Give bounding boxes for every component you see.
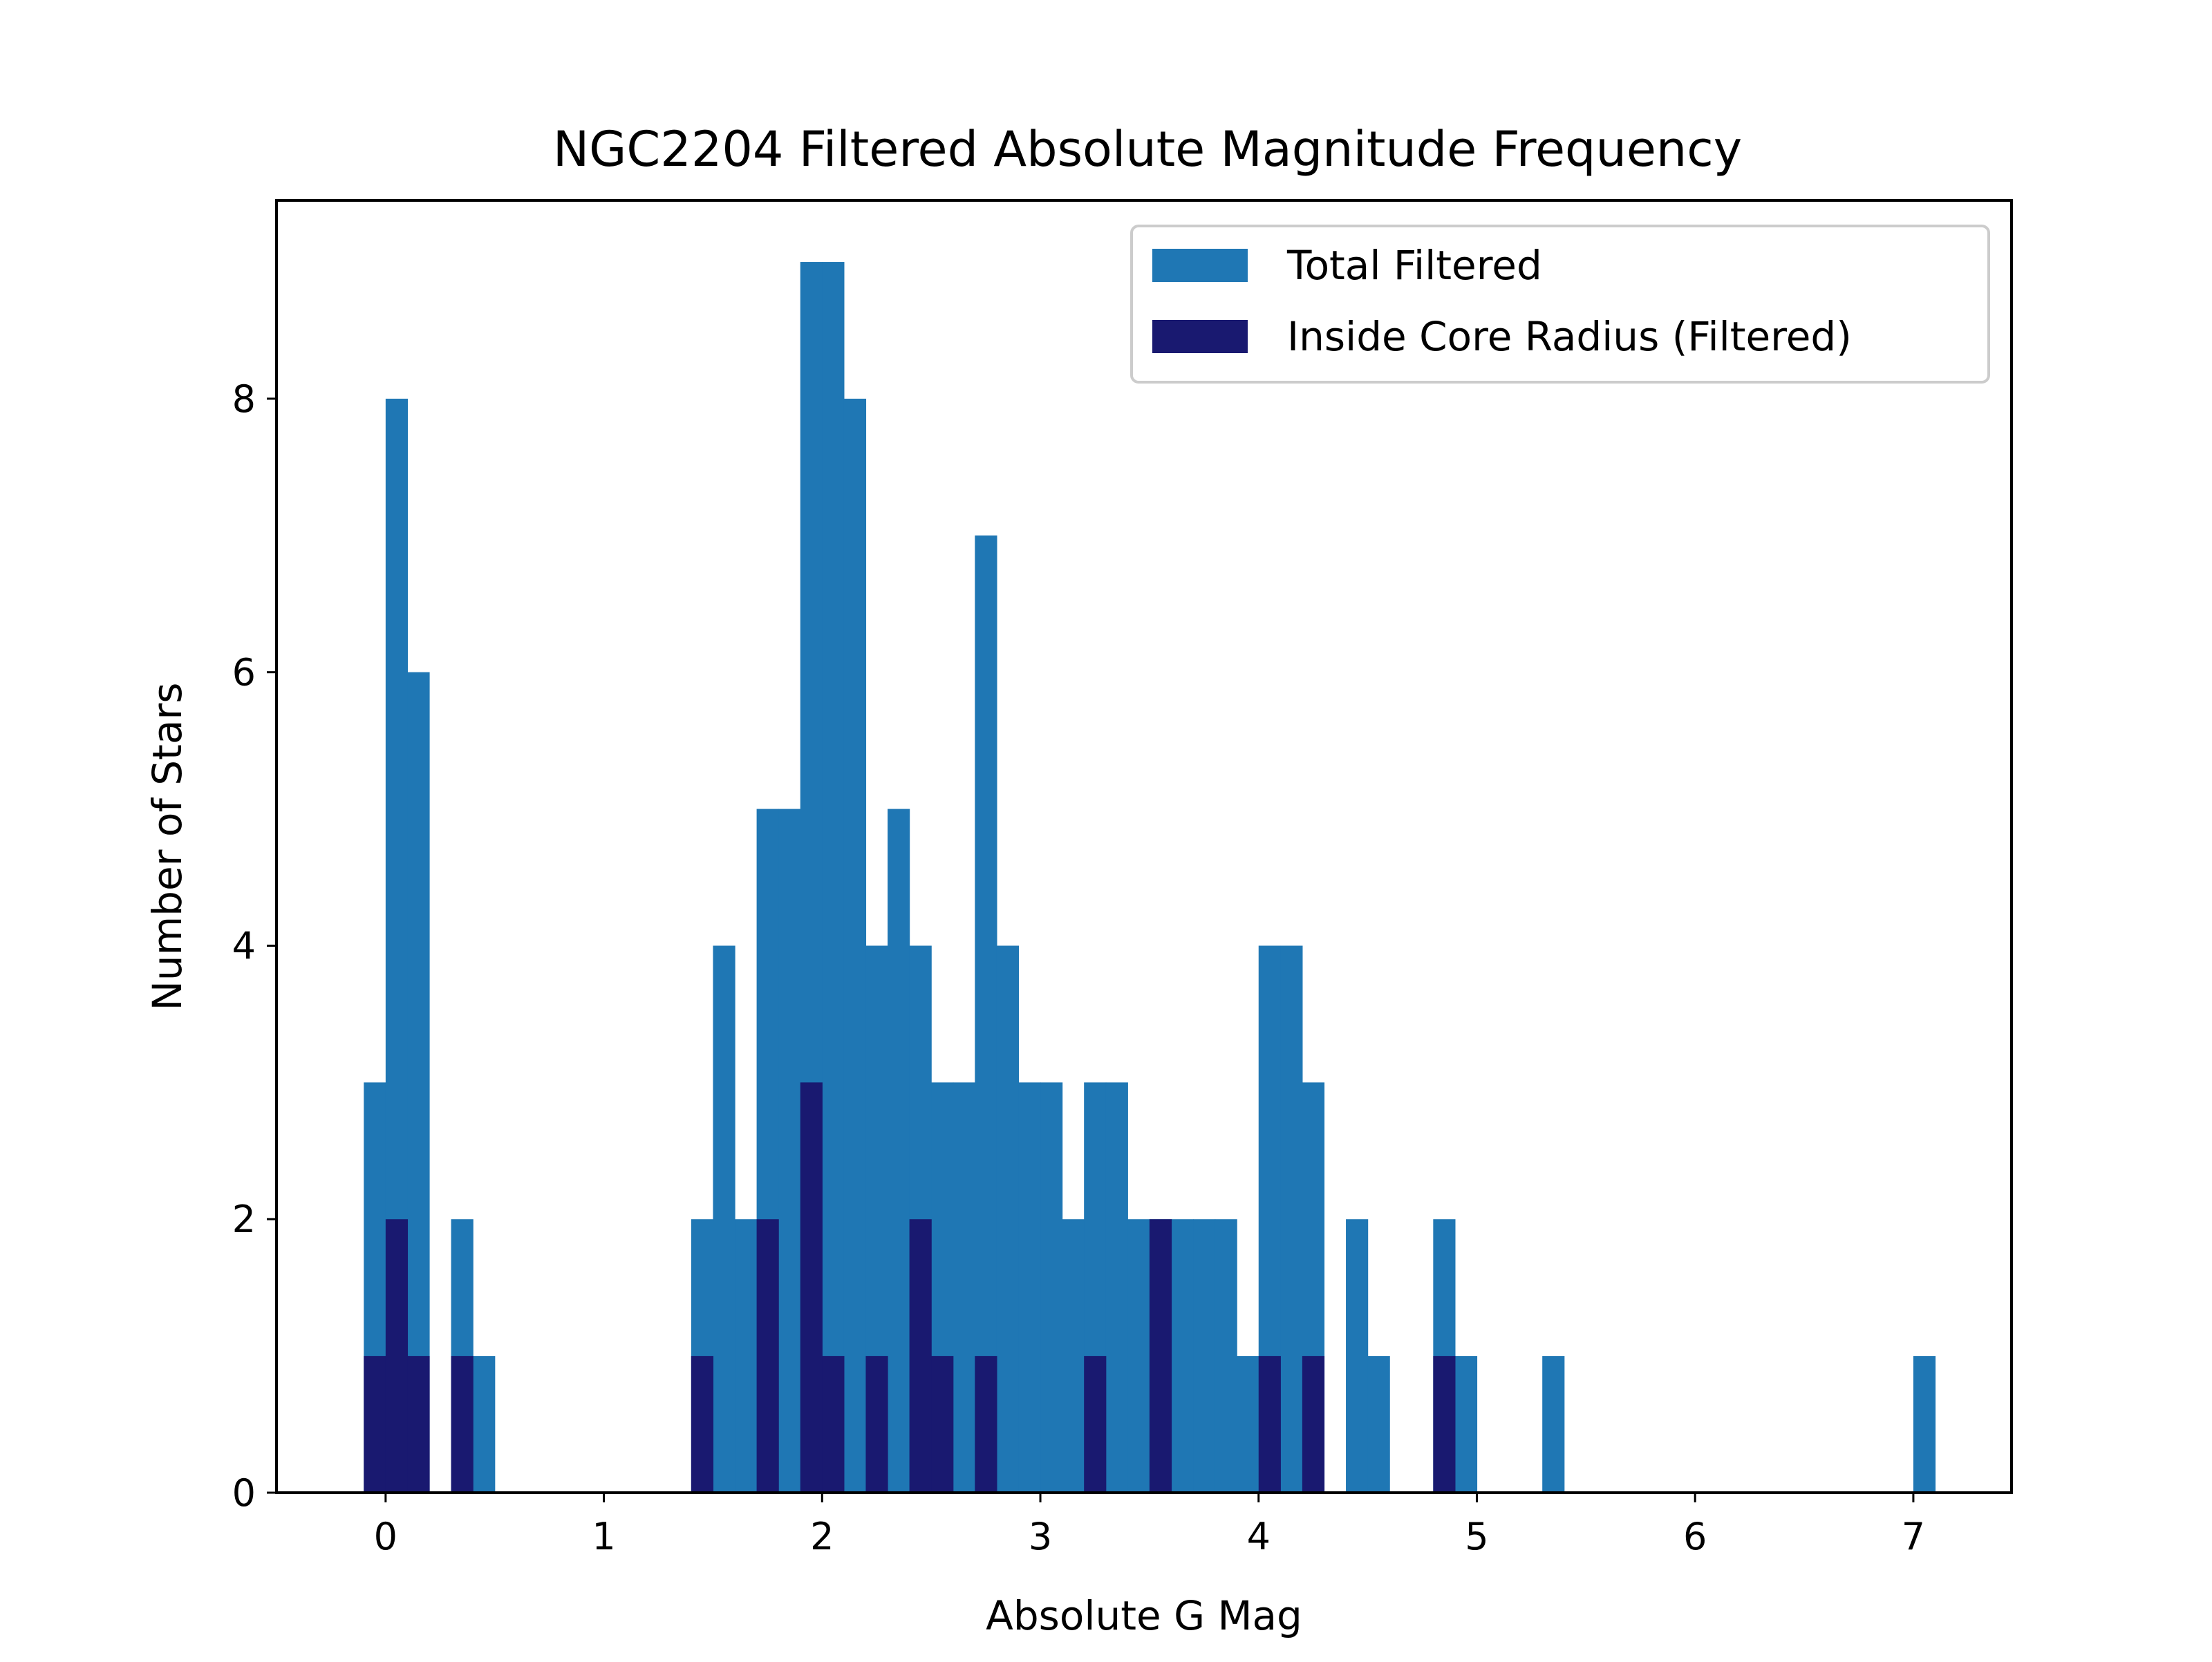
bar-inside-core xyxy=(1433,1356,1456,1493)
bar-total xyxy=(735,1219,758,1493)
bar-inside-core xyxy=(1302,1356,1325,1493)
x-tick-label: 2 xyxy=(810,1515,834,1558)
bar-total xyxy=(1171,1219,1194,1493)
x-tick-label: 6 xyxy=(1683,1515,1707,1558)
y-tick-label: 0 xyxy=(232,1471,256,1515)
bar-inside-core xyxy=(385,1219,409,1493)
x-tick-label: 4 xyxy=(1247,1515,1271,1558)
y-axis: 0 2 4 6 8 xyxy=(232,377,276,1515)
y-tick-label: 4 xyxy=(232,924,256,967)
bar-total xyxy=(1105,1082,1128,1493)
x-tick-label: 0 xyxy=(374,1515,397,1558)
bar-total xyxy=(1193,1219,1216,1493)
legend: Total Filtered Inside Core Radius (Filte… xyxy=(1130,225,1990,384)
x-axis-label: Absolute G Mag xyxy=(986,1592,1302,1639)
bar-inside-core xyxy=(800,1082,823,1493)
x-tick-label: 7 xyxy=(1902,1515,1925,1558)
bar-total xyxy=(1237,1356,1259,1493)
x-tick-label: 3 xyxy=(1029,1515,1052,1558)
bar-total xyxy=(1454,1356,1478,1493)
legend-swatch-total-filtered xyxy=(1152,249,1248,282)
bar-inside-core xyxy=(451,1356,474,1493)
y-tick-label: 8 xyxy=(232,377,256,421)
bar-total xyxy=(1062,1219,1085,1493)
bar-total xyxy=(1018,1082,1041,1493)
bar-total xyxy=(407,672,430,1493)
x-tick-label: 1 xyxy=(592,1515,615,1558)
plot-frame xyxy=(275,199,2013,1494)
bar-total xyxy=(1913,1356,1936,1493)
bar-total xyxy=(1346,1219,1369,1493)
y-axis-label: Number of Stars xyxy=(144,683,191,1011)
x-tick-label: 5 xyxy=(1465,1515,1488,1558)
legend-swatch-inside-core xyxy=(1152,320,1248,353)
bar-total xyxy=(1127,1219,1150,1493)
legend-box xyxy=(1130,225,1990,384)
bar-inside-core xyxy=(1084,1356,1107,1493)
chart-title: NGC2204 Filtered Absolute Magnitude Freq… xyxy=(553,121,1742,178)
bar-total xyxy=(888,809,910,1493)
bar-total xyxy=(1280,945,1303,1493)
y-tick-label: 6 xyxy=(232,651,256,695)
bars-layer xyxy=(364,262,1936,1493)
bar-inside-core xyxy=(822,1356,845,1493)
series-inside-core xyxy=(364,1082,1456,1493)
bar-inside-core xyxy=(975,1356,997,1493)
bar-total xyxy=(996,945,1020,1493)
bar-total xyxy=(1367,1356,1390,1493)
bar-inside-core xyxy=(407,1356,430,1493)
bar-total xyxy=(473,1356,496,1493)
x-axis: 0 1 2 3 4 5 6 7 xyxy=(374,1493,1925,1558)
y-tick-label: 2 xyxy=(232,1198,256,1241)
bar-total xyxy=(822,262,845,1493)
bar-inside-core xyxy=(364,1356,386,1493)
legend-label-inside-core: Inside Core Radius (Filtered) xyxy=(1287,313,1852,360)
bar-total xyxy=(778,809,801,1493)
bar-inside-core xyxy=(691,1356,714,1493)
bar-inside-core xyxy=(756,1219,779,1493)
bar-total xyxy=(953,1082,975,1493)
legend-label-total-filtered: Total Filtered xyxy=(1286,242,1542,289)
bar-total xyxy=(1215,1219,1237,1493)
bar-inside-core xyxy=(1258,1356,1281,1493)
bar-total xyxy=(1542,1356,1565,1493)
bar-inside-core xyxy=(865,1356,888,1493)
bar-total xyxy=(843,398,867,1493)
bar-total xyxy=(975,535,997,1493)
bar-inside-core xyxy=(1149,1219,1172,1493)
series-total-filtered xyxy=(364,262,1936,1493)
bar-inside-core xyxy=(931,1356,954,1493)
bar-inside-core xyxy=(909,1219,932,1493)
bar-total xyxy=(1040,1082,1063,1493)
bar-total xyxy=(713,945,735,1493)
